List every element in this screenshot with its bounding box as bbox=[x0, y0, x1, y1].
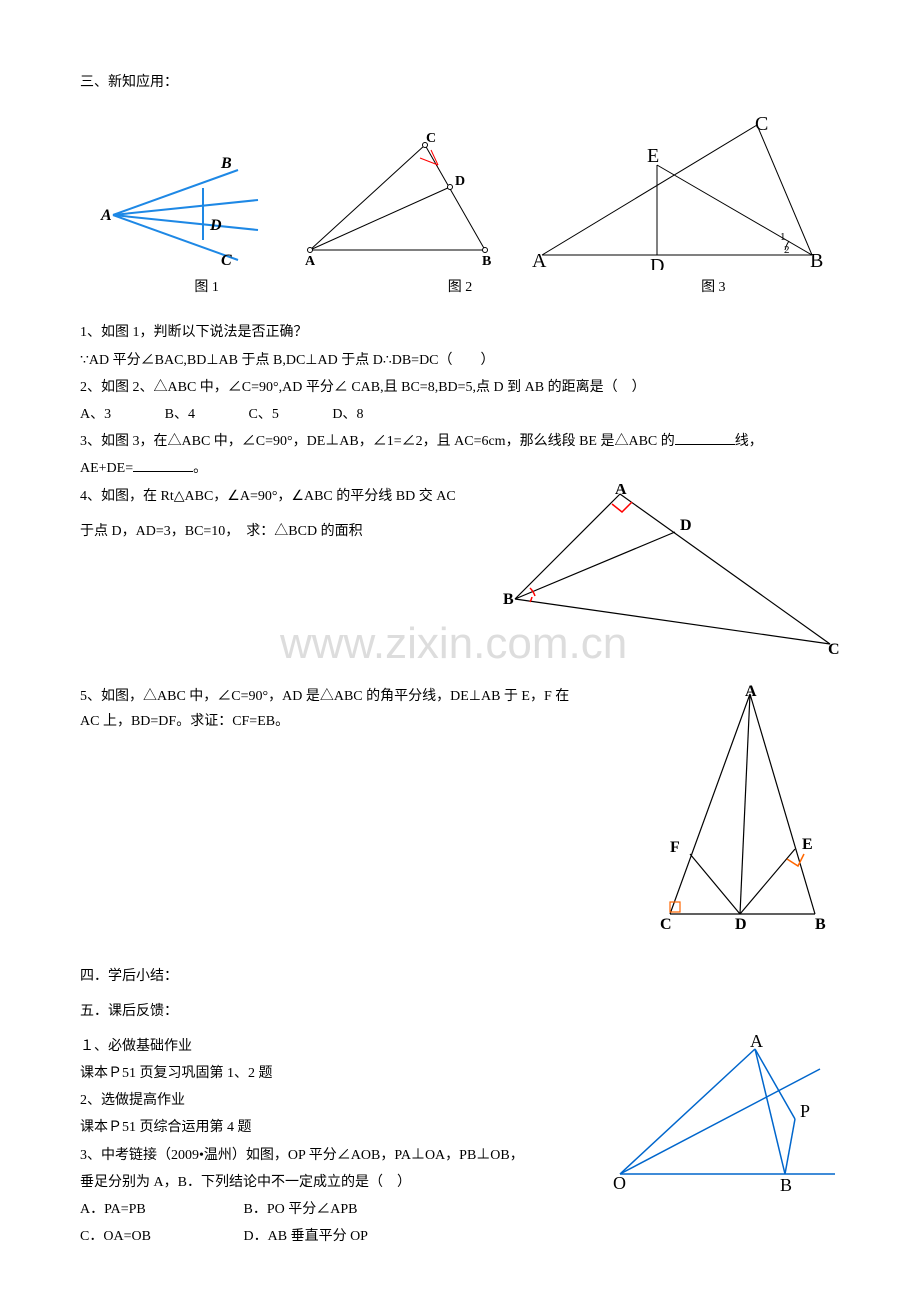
q3-part2: 线， bbox=[735, 434, 763, 449]
fig2-A: A bbox=[305, 254, 316, 269]
fig2-label: 图 2 bbox=[333, 275, 586, 300]
fig3-angle2: 2 bbox=[784, 244, 790, 256]
q4-B: B bbox=[503, 591, 514, 608]
s5-optD-val: AB 垂直平分 OP bbox=[268, 1229, 368, 1244]
s5-optD-key: D． bbox=[244, 1229, 268, 1244]
q5-F: F bbox=[670, 839, 680, 856]
section5-title: 五．课后反馈： bbox=[80, 999, 536, 1024]
q4-line2: 于点 D，AD=3，BC=10， 求：△BCD 的面积 bbox=[80, 519, 498, 544]
q3-blank1[interactable] bbox=[675, 430, 735, 445]
fig1-B: B bbox=[220, 155, 232, 172]
figure-s5: O A B P bbox=[610, 1029, 840, 1199]
q2-optA-key: A、 bbox=[80, 407, 104, 422]
fig3-E: E bbox=[647, 145, 659, 167]
q5-E: E bbox=[802, 836, 813, 853]
q2-optC-key: C、 bbox=[248, 407, 271, 422]
q5-block: 5、如图，△ABC 中，∠C=90°，AD 是△ABC 的角平分线，DE⊥AB … bbox=[80, 684, 840, 954]
q3-line1: 3、如图 3，在△ABC 中，∠C=90°，DE⊥AB，∠1=∠2，且 AC=6… bbox=[80, 429, 840, 454]
s5-l1: １、必做基础作业 bbox=[80, 1034, 536, 1059]
fig1-A: A bbox=[100, 207, 112, 224]
q2-optB-key: B、 bbox=[165, 407, 188, 422]
figure-row: A B C D A B C D A B bbox=[80, 110, 840, 270]
fig3-D: D bbox=[650, 255, 664, 270]
q4-D: D bbox=[680, 517, 692, 534]
s5-A: A bbox=[750, 1031, 763, 1051]
q4-A: A bbox=[615, 484, 627, 498]
q3-line2: AE+DE= 。 bbox=[80, 456, 840, 481]
figure-2: A B C D bbox=[290, 130, 500, 270]
fig3-C: C bbox=[755, 113, 768, 135]
q5-B: B bbox=[815, 916, 826, 933]
s5-B: B bbox=[780, 1175, 792, 1195]
q2-optD-key: D、 bbox=[332, 407, 356, 422]
s5-O: O bbox=[613, 1173, 626, 1193]
fig2-B: B bbox=[482, 254, 491, 269]
q1-line: ∵AD 平分∠BAC,BD⊥AB 于点 B,DC⊥AD 于点 D∴DB=DC（ … bbox=[80, 348, 840, 373]
q4-line1: 4、如图，在 Rt△ABC，∠A=90°，∠ABC 的平分线 BD 交 AC bbox=[80, 484, 498, 509]
fig2-D: D bbox=[455, 174, 465, 189]
figure-q5: A B C D E F bbox=[640, 684, 840, 939]
q3-part1: 3、如图 3，在△ABC 中，∠C=90°，DE⊥AB，∠1=∠2，且 AC=6… bbox=[80, 434, 675, 449]
fig1-C: C bbox=[221, 252, 232, 269]
q2-optC-val: 5 bbox=[272, 407, 279, 422]
figure-labels-row: 图 1 图 2 图 3 bbox=[80, 275, 840, 300]
s5-options-row2: C．OA=OB D．AB 垂直平分 OP bbox=[80, 1224, 536, 1249]
s5-optB-val: PO 平分∠APB bbox=[267, 1202, 358, 1217]
s5-options-row1: A．PA=PB B．PO 平分∠APB bbox=[80, 1197, 536, 1222]
section5-block: 五．课后反馈： １、必做基础作业 课本Ｐ51 页复习巩固第 1、2 题 2、选做… bbox=[80, 999, 840, 1250]
q2-optA-val: 3 bbox=[104, 407, 111, 422]
s5-l5: 3、中考链接（2009•温州）如图，OP 平分∠AOB，PA⊥OA，PB⊥OB， bbox=[80, 1143, 536, 1168]
q5-A: A bbox=[745, 684, 757, 700]
q4-C: C bbox=[828, 641, 840, 654]
s5-l6: 垂足分别为 A，B．下列结论中不一定成立的是（ ） bbox=[80, 1170, 536, 1195]
fig3-A: A bbox=[532, 250, 547, 270]
figure-q4: A B C D bbox=[500, 484, 840, 654]
q5-text: 5、如图，△ABC 中，∠C=90°，AD 是△ABC 的角平分线，DE⊥AB … bbox=[80, 684, 574, 734]
s5-optA-key: A． bbox=[80, 1202, 104, 1217]
s5-optB-key: B． bbox=[244, 1202, 267, 1217]
q2-optB-val: 4 bbox=[188, 407, 195, 422]
s5-optA-val: PA=PB bbox=[104, 1202, 146, 1217]
s5-l2: 课本Ｐ51 页复习巩固第 1、2 题 bbox=[80, 1061, 536, 1086]
q5-D: D bbox=[735, 916, 747, 933]
section3-title: 三、新知应用： bbox=[80, 70, 840, 95]
s5-optC-val: OA=OB bbox=[103, 1229, 151, 1244]
s5-optC-key: C． bbox=[80, 1229, 103, 1244]
q2-optD-val: 8 bbox=[356, 407, 363, 422]
s5-l3: 2、选做提高作业 bbox=[80, 1088, 536, 1113]
fig2-C: C bbox=[426, 131, 436, 146]
q2-options: A、3 B、4 C、5 D、8 bbox=[80, 402, 840, 427]
q2-prompt: 2、如图 2、△ABC 中，∠C=90°,AD 平分∠ CAB,且 BC=8,B… bbox=[80, 375, 840, 400]
fig1-D: D bbox=[209, 217, 222, 234]
fig3-B: B bbox=[810, 250, 823, 270]
s5-l4: 课本Ｐ51 页综合运用第 4 题 bbox=[80, 1115, 536, 1140]
q3-part4: 。 bbox=[193, 461, 207, 476]
figure-1: A B C D bbox=[93, 150, 263, 270]
fig3-label: 图 3 bbox=[587, 275, 840, 300]
fig1-label: 图 1 bbox=[80, 275, 333, 300]
fig3-angle1: 1 bbox=[780, 231, 786, 243]
section4-title: 四．学后小结： bbox=[80, 964, 840, 989]
s5-P: P bbox=[800, 1101, 810, 1121]
figure-3: A B C D E 1 2 bbox=[527, 110, 827, 270]
q5-C: C bbox=[660, 916, 672, 933]
q1-prompt: 1、如图 1，判断以下说法是否正确？ bbox=[80, 320, 840, 345]
q3-part3: AE+DE= bbox=[80, 461, 133, 476]
q4-block: 4、如图，在 Rt△ABC，∠A=90°，∠ABC 的平分线 BD 交 AC 于… bbox=[80, 484, 840, 664]
q3-blank2[interactable] bbox=[133, 457, 193, 472]
